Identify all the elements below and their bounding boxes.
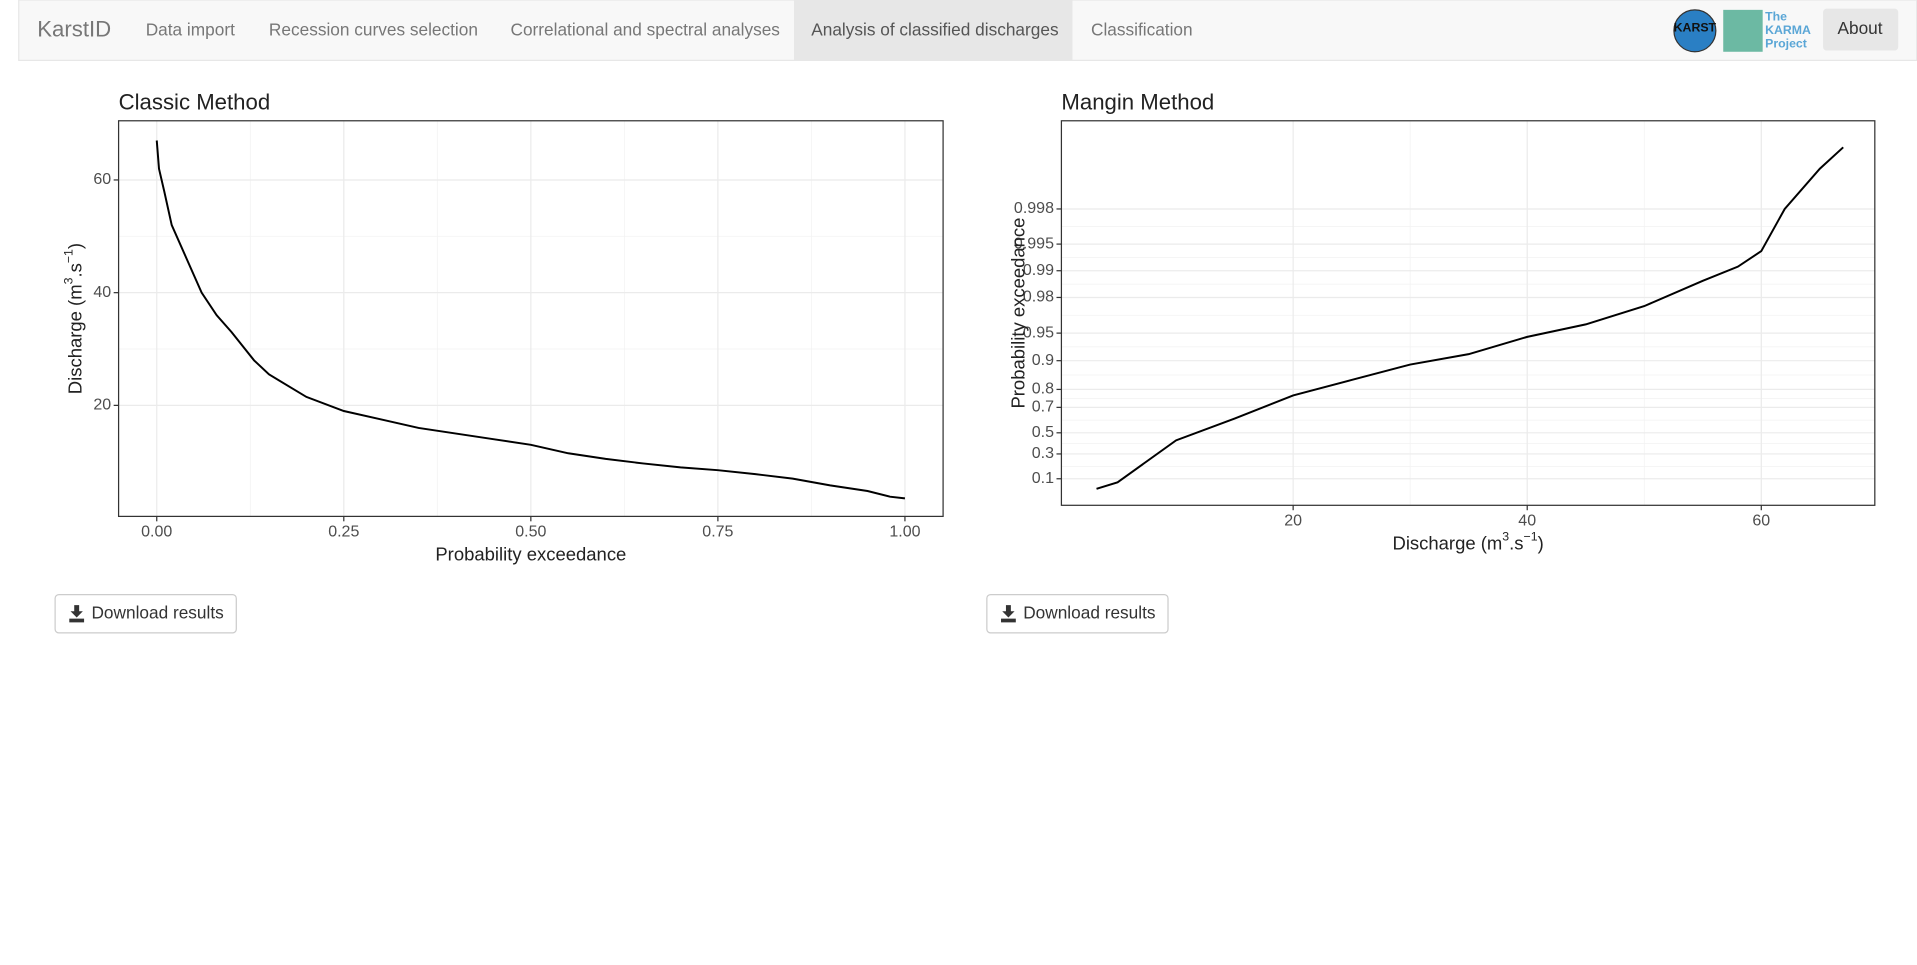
axis-title-part: 3 [62,277,76,284]
x-tick-label: 0.00 [141,523,172,541]
axis-title-part: 3 [1502,530,1509,544]
nav-item[interactable]: Correlational and spectral analyses [511,19,780,39]
x-tick-label: 20 [1284,512,1302,530]
button-label: Download results [91,602,223,622]
x-tick-label: 1.00 [889,523,920,541]
axis-title: Discharge (m3.s−1) [62,243,86,394]
axis-title-part: ) [1538,533,1544,554]
plot-background [1061,120,1875,506]
y-tick-label: 0.8 [1032,380,1054,398]
nav-item[interactable]: Classification [1091,19,1193,39]
data-line [155,140,906,500]
axis-title-part: Discharge (m [65,284,86,394]
y-tick-label: 0.998 [1014,199,1054,217]
nav-item[interactable]: Recession curves selection [269,19,478,39]
logo-karma-text: KARMA [1765,23,1811,37]
chart: Classic Method 0.00 0.25 0.50 0.75 1.00 20 40 60… [62,89,944,565]
chart: Mangin Method 20 40 60 0.1 0.3 0.5 0.70.8 0.9 0.9… [1007,89,1876,554]
axis-title-part: −1 [1524,530,1538,544]
y-tick-label: 60 [93,170,111,188]
logo-karst-text: KARST [1674,21,1717,35]
nav-active-bg [793,0,1073,61]
y-tick-label: 40 [93,283,111,301]
nav-item[interactable]: Data import [146,19,235,39]
brand[interactable]: KarstID [37,17,111,42]
y-tick-label: 0.9 [1032,351,1054,369]
axis-title-part: .s [65,263,86,277]
axis-title-part: Discharge (m [1392,533,1502,554]
button-label: Download results [1023,602,1155,622]
axis-title: Probability exceedance [1007,218,1028,409]
about-bg [1823,8,1899,51]
logo-karma-text: The [1765,10,1787,24]
nav-items: Data import Recession curves selection Cor… [146,0,1193,61]
y-tick-label: 0.5 [1032,423,1054,441]
y-tick-label: 0.98 [1023,288,1054,306]
download-button[interactable]: Download results [54,594,237,634]
chart-title: Mangin Method [1061,89,1214,114]
download-button[interactable]: Download results [986,594,1169,634]
y-tick-label: 0.995 [1014,234,1054,252]
y-tick-label: 0.7 [1032,398,1054,416]
y-tick-label: 0.3 [1032,444,1054,462]
x-tick-label: 0.25 [328,523,359,541]
axis-title-part: ) [65,243,86,249]
axis-title-part: .s [1509,533,1523,554]
charts: Classic Method 0.00 0.25 0.50 0.75 1.00 20 40 60… [62,89,1876,565]
logo-karma-icon [1723,9,1763,52]
y-tick-label: 20 [93,396,111,414]
logo-karst [1673,9,1717,53]
x-tick-label: 40 [1518,512,1536,530]
y-tick-label: 0.1 [1032,469,1054,487]
axis-title: Discharge (m3.s−1) [1392,530,1543,554]
plot-border [1060,120,1876,506]
x-tick-label: 0.50 [515,523,546,541]
about-link[interactable]: About [1837,18,1882,38]
logo-karma-text: Project [1765,37,1807,51]
nav-item[interactable]: Analysis of classified discharges [811,19,1058,39]
x-tick-label: 60 [1752,512,1770,530]
x-tick-label: 0.75 [702,523,733,541]
chart-title: Classic Method [119,89,271,114]
y-tick-label: 0.99 [1023,261,1054,279]
y-tick-label: 0.95 [1023,323,1054,341]
data-line [1096,146,1844,490]
axis-title: Probability exceedance [435,544,626,565]
plot-border [117,120,944,518]
axis-title-part: −1 [62,249,76,263]
